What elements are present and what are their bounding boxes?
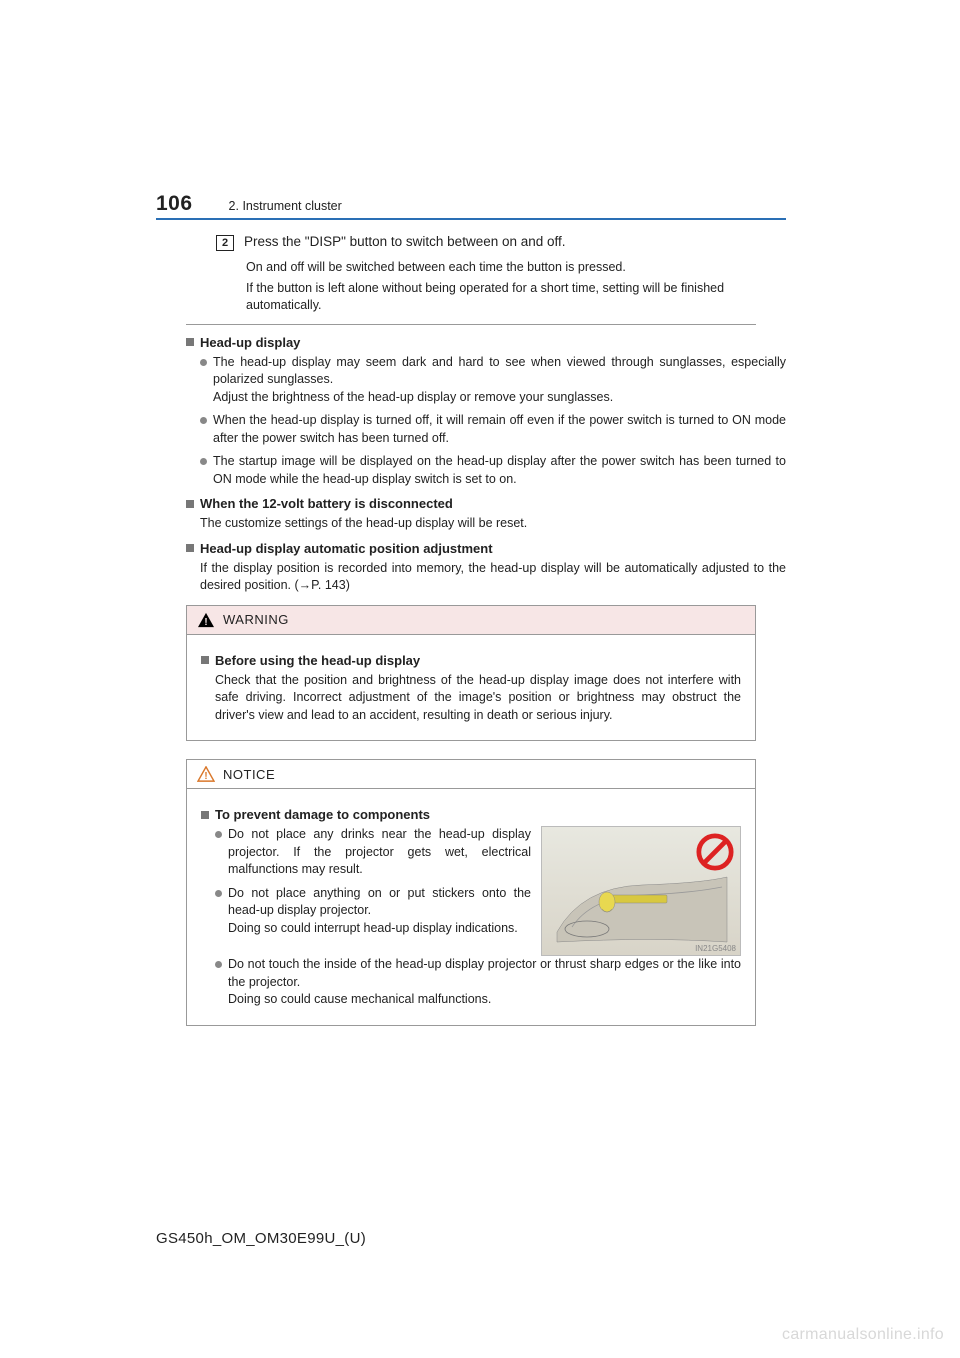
divider xyxy=(186,324,756,325)
bullet-icon xyxy=(215,961,222,968)
warning-body: Before using the head-up display Check t… xyxy=(187,635,755,741)
section-heading: Head-up display automatic position adjus… xyxy=(186,541,786,556)
bullet-text: Do not place anything on or put stickers… xyxy=(228,885,531,938)
step-number: 2 xyxy=(216,235,234,251)
step-subtext: If the button is left alone without bein… xyxy=(246,280,786,314)
chapter-title: 2. Instrument cluster xyxy=(229,199,342,213)
bullet-item: When the head-up display is turned off, … xyxy=(200,412,786,447)
manual-page: 106 2. Instrument cluster 2 Press the "D… xyxy=(156,192,786,1044)
bullet-icon xyxy=(200,417,207,424)
notice-header: ! NOTICE xyxy=(187,760,755,789)
notice-title: NOTICE xyxy=(223,767,275,782)
bullet-icon xyxy=(215,831,222,838)
bullet-item: The startup image will be displayed on t… xyxy=(200,453,786,488)
bullet-item: Do not place any drinks near the head-up… xyxy=(215,826,531,879)
bullet-text: The startup image will be displayed on t… xyxy=(213,453,786,488)
notice-illustration: IN21G5408 xyxy=(541,826,741,956)
bullet-text: The head-up display may seem dark and ha… xyxy=(213,354,786,407)
bullet-icon xyxy=(200,359,207,366)
document-footer: GS450h_OM_OM30E99U_(U) xyxy=(156,1230,366,1247)
step-text: Press the "DISP" button to switch betwee… xyxy=(244,234,566,251)
svg-text:!: ! xyxy=(204,771,207,782)
image-code: IN21G5408 xyxy=(695,944,736,953)
square-bullet-icon xyxy=(186,500,194,508)
notice-heading-text: To prevent damage to components xyxy=(215,807,430,822)
notice-row: Do not place any drinks near the head-up… xyxy=(201,826,741,956)
notice-body: To prevent damage to components Do not p… xyxy=(187,789,755,1025)
bullet-item: Do not place anything on or put stickers… xyxy=(215,885,531,938)
warning-title: WARNING xyxy=(223,612,289,627)
watermark: carmanualsonline.info xyxy=(782,1326,944,1344)
step-subtext: On and off will be switched between each… xyxy=(246,259,786,276)
bullet-text: When the head-up display is turned off, … xyxy=(213,412,786,447)
section-heading-text: Head-up display xyxy=(200,335,300,350)
section-heading-text: Head-up display automatic position adjus… xyxy=(200,541,493,556)
square-bullet-icon xyxy=(201,811,209,819)
square-bullet-icon xyxy=(186,338,194,346)
bullet-item: The head-up display may seem dark and ha… xyxy=(200,354,786,407)
notice-callout: ! NOTICE To prevent damage to components… xyxy=(186,759,756,1026)
section-heading: Head-up display xyxy=(186,335,786,350)
bullet-text: Do not place any drinks near the head-up… xyxy=(228,826,531,879)
warning-callout: ! WARNING Before using the head-up displ… xyxy=(186,605,756,742)
bullet-icon xyxy=(215,890,222,897)
section-heading-text: When the 12-volt battery is disconnected xyxy=(200,496,453,511)
square-bullet-icon xyxy=(186,544,194,552)
section-body: The customize settings of the head-up di… xyxy=(200,515,786,533)
notice-subheading: To prevent damage to components xyxy=(201,807,741,822)
bullet-icon xyxy=(200,458,207,465)
warning-heading-text: Before using the head-up display xyxy=(215,653,420,668)
svg-text:!: ! xyxy=(204,617,207,628)
warning-header: ! WARNING xyxy=(187,606,755,635)
notice-text-column: Do not place any drinks near the head-up… xyxy=(201,826,531,956)
warning-subheading: Before using the head-up display xyxy=(201,653,741,668)
page-header: 106 2. Instrument cluster xyxy=(156,192,786,220)
warning-triangle-icon: ! xyxy=(197,612,215,628)
page-number: 106 xyxy=(156,192,193,216)
bullet-text: Do not touch the inside of the head-up d… xyxy=(228,956,741,1009)
section-body: If the display position is recorded into… xyxy=(200,560,786,595)
step-row: 2 Press the "DISP" button to switch betw… xyxy=(216,234,786,251)
notice-triangle-icon: ! xyxy=(197,766,215,782)
dashboard-illustration xyxy=(552,857,732,947)
bullet-item: Do not touch the inside of the head-up d… xyxy=(215,956,741,1009)
square-bullet-icon xyxy=(201,656,209,664)
warning-body-text: Check that the position and brightness o… xyxy=(215,672,741,725)
section-heading: When the 12-volt battery is disconnected xyxy=(186,496,786,511)
